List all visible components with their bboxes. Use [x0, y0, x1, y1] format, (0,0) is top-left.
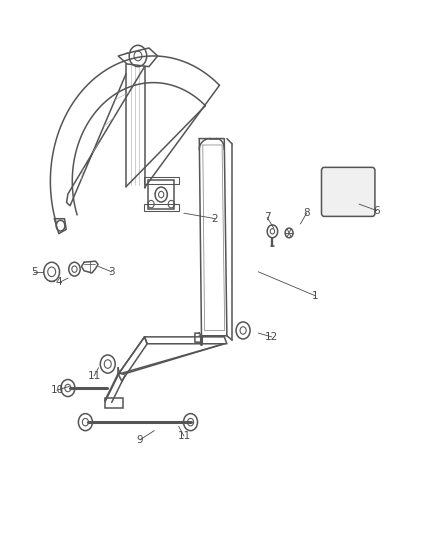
Text: 12: 12 — [265, 332, 278, 342]
Text: 8: 8 — [303, 208, 310, 218]
Text: 2: 2 — [211, 214, 218, 223]
Bar — [148, 180, 174, 209]
Bar — [144, 204, 179, 211]
Text: 1: 1 — [312, 291, 319, 301]
Bar — [105, 398, 123, 408]
Text: 3: 3 — [108, 267, 115, 277]
Text: 11: 11 — [88, 371, 101, 381]
FancyBboxPatch shape — [321, 167, 375, 216]
Text: 4: 4 — [56, 278, 63, 287]
Bar — [144, 177, 179, 184]
Text: 11: 11 — [177, 431, 191, 441]
Text: 5: 5 — [31, 267, 38, 277]
Text: 7: 7 — [264, 213, 271, 222]
Text: 9: 9 — [137, 435, 144, 445]
Text: 10: 10 — [50, 385, 64, 395]
Text: 6: 6 — [373, 206, 380, 215]
